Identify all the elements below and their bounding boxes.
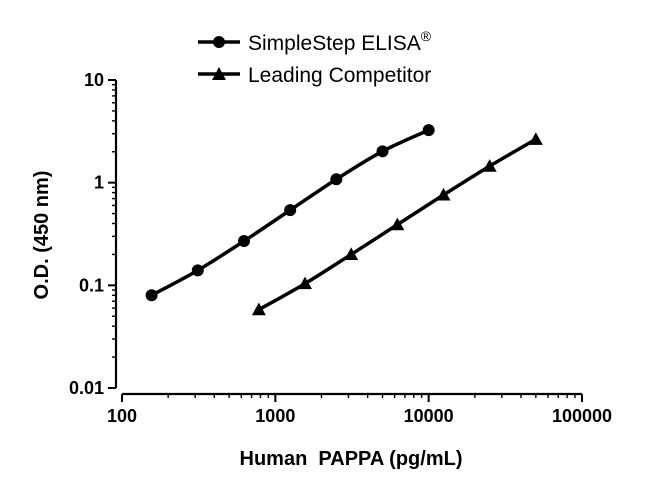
data-point-triangle [528, 132, 543, 145]
x-tick-label: 1000 [255, 406, 295, 426]
legend-label-simplestep: SimpleStep ELISA® [248, 28, 432, 55]
data-point-circle [330, 173, 343, 186]
data-point-circle [376, 145, 389, 158]
y-axis-title: O.D. (450 nm) [31, 171, 53, 300]
data-point-circle [191, 264, 204, 277]
legend-marker-circle [213, 36, 225, 48]
legend-item-competitor: Leading Competitor [198, 64, 431, 87]
data-point-triangle [482, 159, 497, 172]
y-tick-label: 1 [94, 173, 104, 193]
y-tick-label: 0.1 [79, 275, 104, 295]
legend-item-simplestep: SimpleStep ELISA® [198, 28, 432, 55]
x-tick-label: 100000 [552, 406, 612, 426]
x-tick-label: 10000 [404, 406, 454, 426]
data-point-circle [284, 204, 297, 217]
data-point-triangle [390, 217, 405, 231]
data-point-circle [422, 124, 435, 137]
series-layer [145, 124, 543, 316]
axes: 0.01 0.1 1 10 100 1000 10000 100000 [69, 70, 612, 426]
x-axis-title: Human PAPPA (pg/mL) [240, 448, 463, 470]
series-simplestep [145, 124, 435, 302]
x-tick-label: 100 [107, 406, 137, 426]
legend-label-competitor: Leading Competitor [248, 64, 431, 87]
data-point-circle [145, 289, 158, 302]
data-point-triangle [344, 247, 359, 261]
data-point-circle [238, 235, 251, 248]
series-competitor [251, 132, 543, 316]
data-point-triangle [436, 187, 451, 201]
y-tick-label: 0.01 [69, 378, 104, 398]
data-point-triangle [298, 276, 313, 290]
y-tick-label: 10 [84, 70, 104, 90]
legend: SimpleStep ELISA® Leading Competitor [198, 28, 432, 87]
legend-marker-triangle [212, 67, 226, 80]
data-point-triangle [251, 302, 266, 316]
